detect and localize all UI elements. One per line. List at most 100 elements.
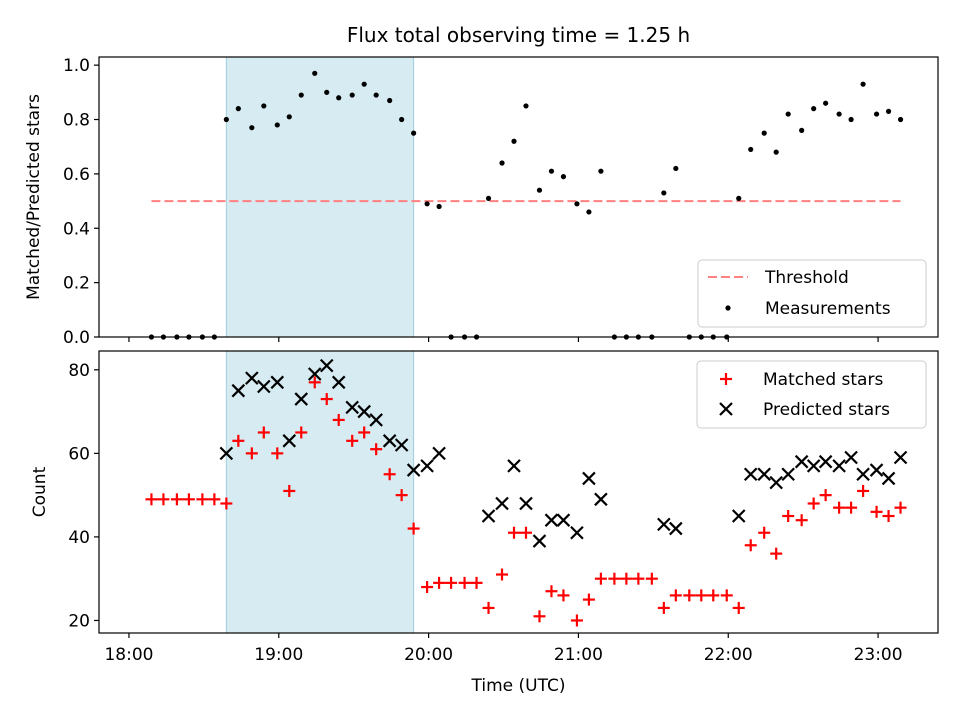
measurement-points [148,70,904,340]
measurement-point [349,92,355,98]
matched-star-point [383,468,396,481]
predicted-star-point [757,467,771,482]
matched-star-point [782,510,795,523]
predicted-star-point [519,496,533,511]
matched-star-point [819,489,832,502]
matched-star-point [257,426,270,439]
ratio-y-tick-label: 0.8 [63,111,90,131]
measurement-point [424,201,430,207]
matched-star-point [870,505,883,518]
measurement-point [873,111,880,117]
matched-star-point [332,413,345,426]
matched-star-point [770,547,783,560]
matched-star-point [632,572,645,585]
ratio-x-axis-ticks [128,337,879,342]
matched-star-point [669,589,682,602]
matched-star-point [720,589,733,602]
ratio-y-tick-label: 0.2 [63,274,90,294]
x-tick-label: 19:00 [254,645,303,665]
matched-star-point [433,576,446,589]
measurement-point [261,103,267,109]
measurement-point [811,106,817,112]
predicted-star-point [307,367,322,381]
matched-star-point [445,576,458,589]
ratio-y-tick-label: 0.0 [63,328,90,348]
matched-star-point [496,568,509,581]
measurement-point [511,138,517,144]
predicted-star-point [282,434,297,448]
predicted-star-point [806,459,821,473]
matched-star-point [308,376,321,389]
count-points [145,358,908,627]
measurement-point [411,130,417,136]
matched-star-point [620,572,633,585]
matched-star-point [695,589,708,602]
count-y-axis-ticks: 20 40 60 80 [68,361,99,631]
count-y-tick-label: 80 [68,361,90,381]
measurement-point [523,103,529,109]
measurement-point [249,125,255,131]
matched-star-point [470,576,483,589]
measurement-point [361,81,367,87]
count-x-axis-ticks: 18:00 19:00 20:00 21:00 22:00 23:00 [104,633,903,665]
measurement-point [298,92,304,98]
ratio-y-axis-ticks: 0.0 0.2 0.4 0.6 0.8 1.0 [63,56,99,348]
ratio-y-tick-label: 1.0 [63,56,90,76]
matched-star-point [245,447,258,460]
matched-star-point [795,514,808,527]
measurement-point [274,122,280,128]
predicted-star-point [731,509,746,523]
matched-star-point [421,581,434,594]
measurement-point [485,195,492,201]
matched-star-point [857,484,870,497]
predicted-star-point [832,459,846,473]
measurement-point [574,201,580,207]
measurement-point [773,149,779,155]
x-tick-label: 20:00 [404,645,453,665]
measurement-point [736,195,742,201]
matched-star-point [458,576,471,589]
measurement-point [336,95,342,101]
measurement-point [499,160,505,166]
measurement-point [387,97,393,104]
predicted-star-point [294,392,309,406]
chart-title: Flux total observing time = 1.25 h [347,23,690,47]
ratio-panel: 0.0 0.2 0.4 0.6 0.8 1.0 Matched/Predicted sta… [24,56,939,348]
matched-star-point [882,510,895,523]
predicted-star-point [781,467,795,482]
measurement-point [548,168,555,174]
predicted-star-point [818,454,833,469]
matched-star-point [570,614,583,627]
predicted-star-point [570,525,584,540]
matched-star-point [894,501,907,514]
measurement-point [885,108,892,114]
matched-star-point [283,484,296,497]
matched-star-point [482,601,495,614]
count-plot-frame [98,350,939,634]
measurement-point [897,116,904,123]
x-tick-label: 22:00 [704,645,753,665]
matched-star-point [295,426,308,439]
predicted-star-point [420,459,434,473]
matched-star-point [395,489,408,502]
measurement-point [661,190,667,196]
matched-star-point [208,493,221,506]
matched-star-point [683,589,696,602]
predicted-star-point [369,413,383,427]
matched-star-point [407,522,420,535]
predicted-star-point [582,471,596,486]
matched-star-point [508,526,521,539]
measurement-point [598,168,604,174]
matched-star-point [744,539,757,552]
matched-star-point [358,426,371,439]
measurement-point [223,116,229,123]
predicted-star-point [481,509,496,523]
matched-star-point [608,572,621,585]
count-y-tick-label: 60 [68,444,90,464]
matched-star-point [594,572,607,585]
measurement-point [286,114,292,120]
predicted-star-point [331,375,346,390]
ratio-legend-box [697,259,927,328]
